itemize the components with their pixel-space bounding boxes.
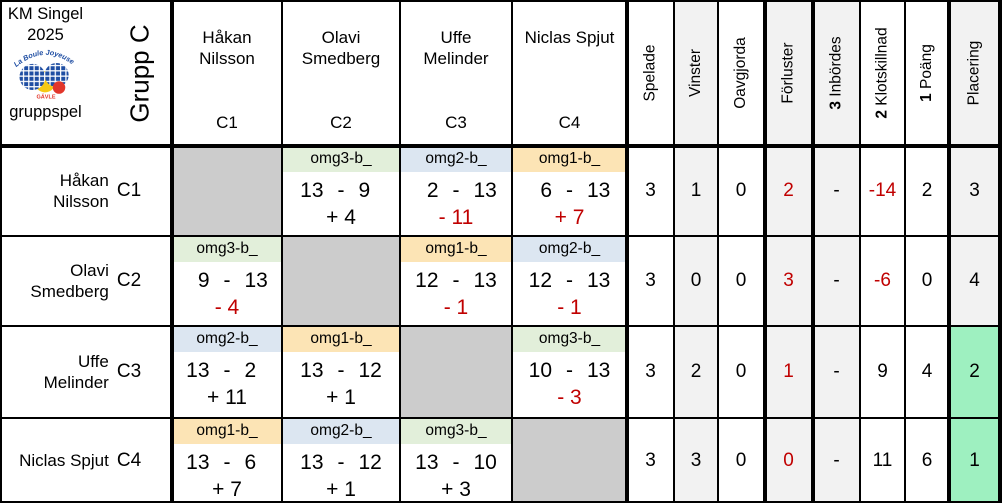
svg-text:GÄVLE: GÄVLE xyxy=(36,94,55,101)
svg-text:La Boule Joyeuse: La Boule Joyeuse xyxy=(12,49,76,69)
